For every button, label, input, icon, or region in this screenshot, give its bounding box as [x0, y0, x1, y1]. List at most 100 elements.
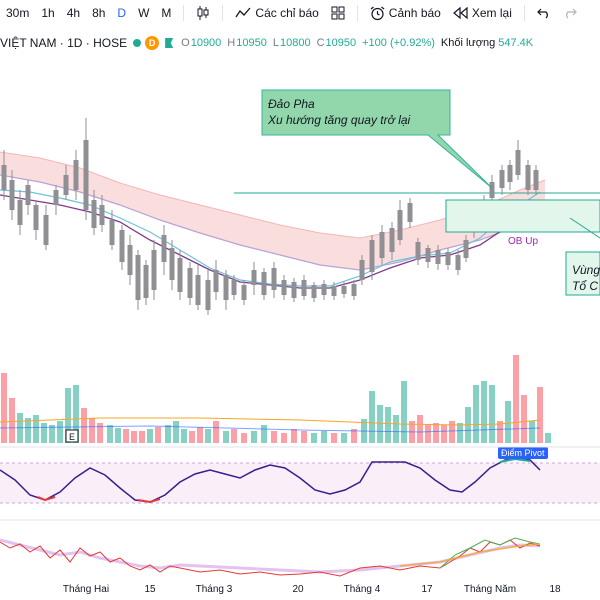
timeframe-d[interactable]: D [117, 6, 127, 20]
volume-bar [97, 423, 103, 443]
timeframe-1h[interactable]: 1h [41, 6, 55, 20]
cloud-ribbon-band [0, 152, 545, 270]
candle-body [455, 255, 461, 270]
toolbar-divider [222, 5, 224, 21]
volume-bar [481, 381, 487, 443]
volume-bar [241, 433, 247, 443]
volume-bar [155, 427, 161, 443]
candle-body [83, 140, 89, 210]
timeframe-m[interactable]: M [161, 6, 172, 20]
undo-button[interactable] [531, 0, 557, 26]
volume-bar [351, 429, 357, 443]
alarm-clock-icon [370, 6, 385, 20]
candle-body [407, 203, 413, 222]
dao-pha-subtitle: Xu hướng tăng quay trở lại [268, 113, 411, 127]
candle-body [379, 232, 385, 258]
candle-body [445, 252, 451, 265]
candle-body [43, 215, 49, 245]
data-badge: D [145, 36, 160, 50]
x-axis-tick-label: Tháng Năm [464, 584, 516, 595]
volume-bar [81, 408, 87, 443]
candle-body [301, 280, 307, 296]
oscillator-line [0, 457, 541, 503]
volume-bar [433, 423, 439, 443]
volume-value: 547.4K [498, 37, 534, 49]
candle-body [499, 170, 505, 188]
flag-icon[interactable] [165, 38, 174, 48]
candle-body [351, 284, 357, 296]
symbol-title[interactable]: VIỆT NAM · 1D · HOSE [0, 36, 128, 50]
volume-bar [49, 425, 55, 443]
templates-button[interactable] [325, 0, 351, 26]
volume-bar [385, 407, 391, 443]
ob-up-label: OB Up [508, 236, 538, 247]
redo-button[interactable] [557, 0, 583, 26]
top-toolbar: 30m 1h 4h 8h D W M Các chỉ báo [0, 0, 600, 26]
momentum-line-up [439, 537, 541, 569]
volume-bar [73, 385, 79, 443]
volume-bar [449, 421, 455, 443]
alerts-button[interactable]: Cảnh báo [364, 0, 447, 26]
market-status-dot [133, 39, 142, 47]
candle-body [135, 255, 141, 300]
earnings-marker-box [65, 429, 79, 443]
volume-bar [341, 433, 347, 443]
layout-grid-icon [331, 6, 345, 20]
volume-bar [9, 398, 15, 443]
volume-bar [1, 373, 7, 443]
oscillator-oversold-segment [37, 496, 56, 502]
redo-icon [565, 8, 577, 19]
volume-bar [25, 418, 31, 443]
volume-bar [417, 415, 423, 443]
candle-body [397, 210, 403, 240]
vung-callout-box [565, 251, 600, 296]
candle-body [463, 240, 469, 258]
volume-bar [223, 431, 229, 443]
open-value: 10900 [190, 37, 222, 49]
candlestick-icon [197, 6, 209, 20]
volume-label: Khối lượng [440, 37, 496, 49]
timeframe-4h[interactable]: 4h [66, 6, 81, 20]
timeframe-30m[interactable]: 30m [6, 6, 30, 20]
volume-bar [281, 433, 287, 443]
x-axis-tick-label: 15 [144, 584, 156, 595]
volume-bar [301, 431, 307, 443]
chart-type-button[interactable] [190, 0, 216, 26]
volume-bar [537, 387, 543, 443]
candle-body [99, 205, 105, 225]
indicators-button[interactable]: Các chỉ báo [229, 0, 324, 26]
candle-body [389, 228, 395, 252]
replay-button[interactable]: Xem lại [447, 0, 518, 26]
candle-body [177, 258, 183, 292]
candle-body [1, 165, 7, 190]
volume-bar [497, 421, 503, 443]
candle-body [169, 248, 175, 280]
candle-body [213, 270, 219, 292]
candle-body [425, 248, 431, 262]
volume-bar [205, 429, 211, 443]
volume-bar [513, 355, 519, 443]
volume-bar [57, 421, 63, 443]
high-value: 10950 [236, 37, 267, 49]
volume-bar [377, 405, 383, 443]
timeframe-8h[interactable]: 8h [92, 6, 106, 20]
candle-body [515, 150, 521, 175]
close-label: C [316, 37, 325, 49]
volume-bar [261, 425, 267, 443]
volume-ma-line-2 [0, 425, 541, 433]
x-axis-tick-label: Tháng 4 [344, 584, 381, 595]
candle-body [33, 205, 39, 230]
pivot-point-label: Điểm Pivot [501, 448, 545, 458]
candle-body [73, 160, 79, 190]
signal-line-smoothed [0, 538, 541, 574]
volume-bar [231, 429, 237, 443]
volume-bar [291, 429, 297, 443]
volume-bar [321, 431, 327, 443]
candle-body [311, 285, 317, 298]
high-label: H [227, 37, 236, 49]
candle-body [271, 268, 277, 290]
undo-icon [537, 8, 548, 19]
timeframe-w[interactable]: W [138, 6, 150, 20]
volume-bar [197, 427, 203, 443]
